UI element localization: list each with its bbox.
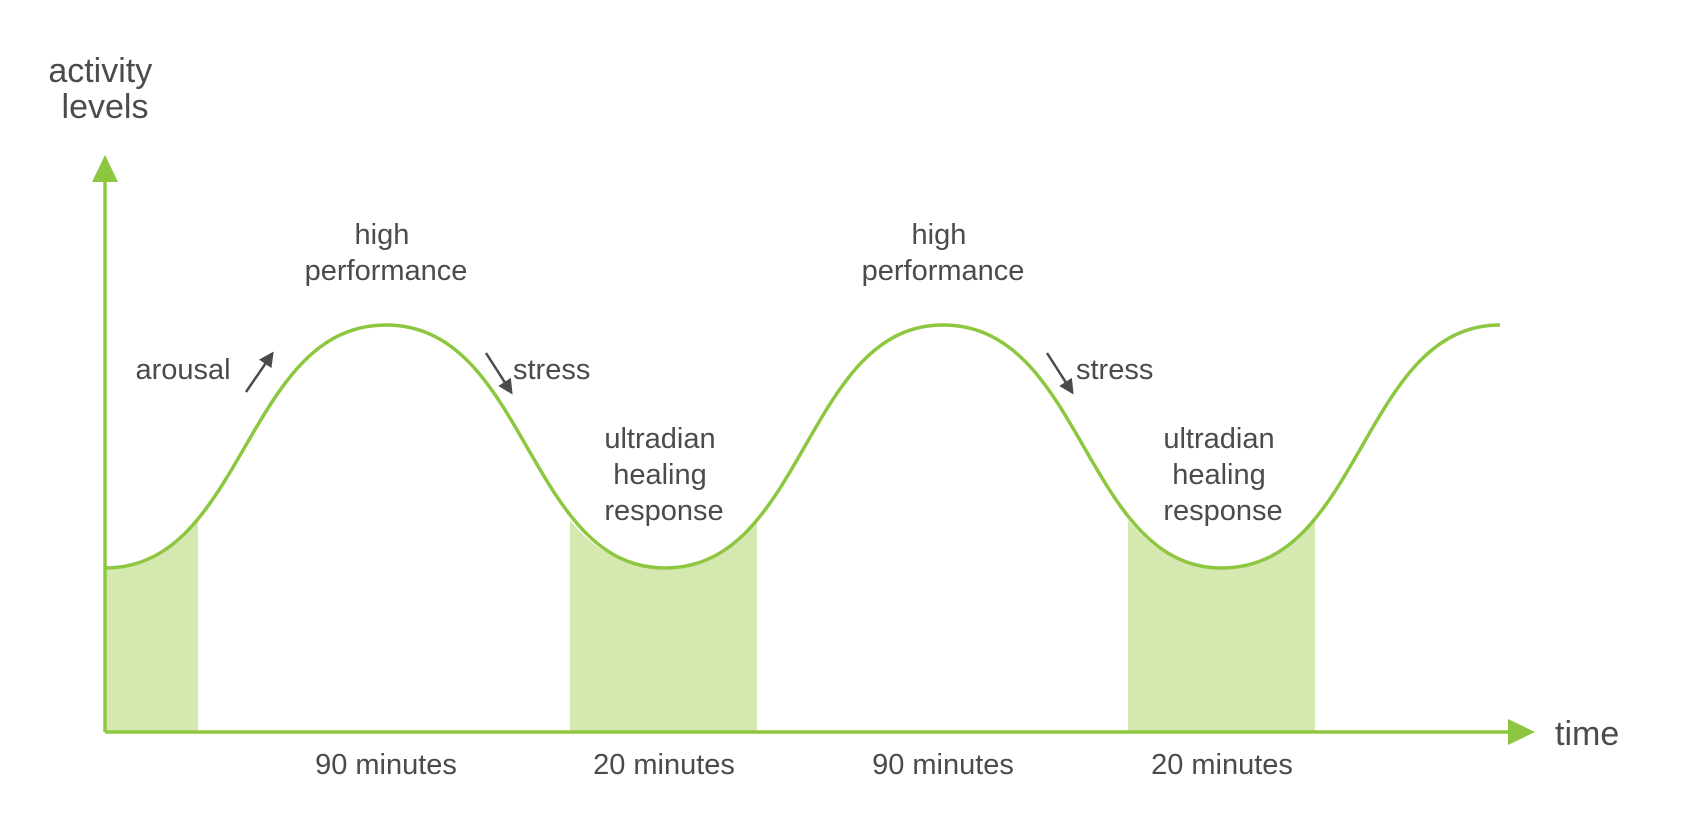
duration-label-4: 20 minutes [1151,749,1293,781]
peak-label-1: high performance [305,219,468,287]
arousal-arrow-icon [244,351,274,393]
shaded-band-second-trough [1128,520,1315,732]
activity-wave-curve [104,323,1501,570]
y-axis-arrowhead [92,155,118,182]
shaded-band-start [105,520,198,732]
trough-label-1: ultradian healing response [604,423,723,527]
duration-label-1: 90 minutes [315,749,457,781]
duration-label-2: 20 minutes [593,749,735,781]
stress-arrow-icon-1 [484,352,513,395]
y-axis-label: activity levels [48,52,161,126]
x-axis-label: time [1555,715,1619,753]
duration-label-3: 90 minutes [872,749,1014,781]
stress-label-2: stress [1076,354,1153,386]
stress-label-1: stress [513,354,590,386]
arousal-label: arousal [135,354,230,386]
stress-arrow-icon-2 [1045,352,1074,395]
x-axis-arrowhead [1508,719,1535,745]
shaded-band-first-trough [570,520,757,732]
peak-label-2: high performance [862,219,1025,287]
trough-label-2: ultradian healing response [1163,423,1282,527]
